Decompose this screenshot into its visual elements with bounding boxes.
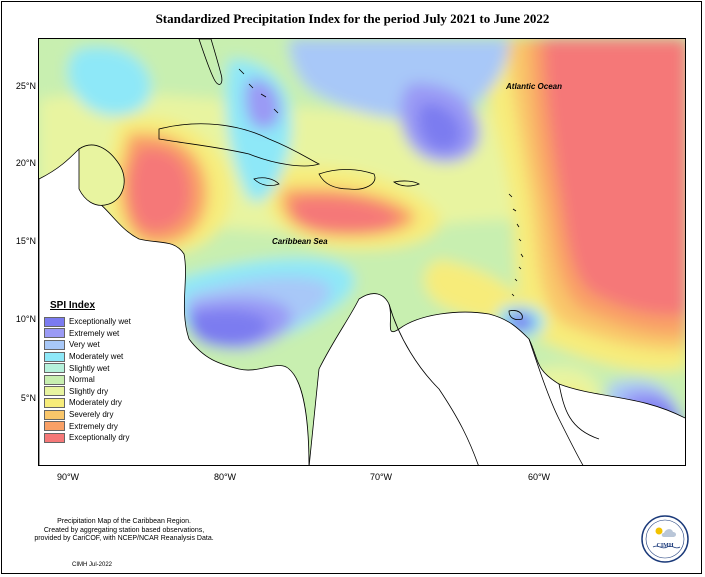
legend-label: Moderately dry bbox=[69, 398, 122, 408]
map-footer-note: Precipitation Map of the Caribbean Regio… bbox=[4, 518, 244, 544]
legend-item: Extremely wet bbox=[44, 328, 164, 340]
legend-item: Slightly dry bbox=[44, 386, 164, 398]
legend-label: Severely dry bbox=[69, 410, 114, 420]
atlantic-ocean-label: Atlantic Ocean bbox=[506, 82, 563, 91]
logo-text: CIMH bbox=[656, 543, 674, 549]
lat-label-5n: 5°N bbox=[20, 393, 36, 403]
map-canvas bbox=[39, 39, 685, 465]
legend-item: Normal bbox=[44, 374, 164, 386]
lat-label-10n: 10°N bbox=[15, 314, 36, 324]
legend-swatch bbox=[44, 351, 65, 362]
legend-swatch bbox=[44, 432, 65, 443]
legend-items: Exceptionally wet Extremely wet Very wet Mo… bbox=[44, 316, 164, 444]
lat-label-15n: 15°N bbox=[15, 236, 36, 246]
lon-label-80w: 80°W bbox=[213, 472, 237, 482]
lon-label-70w: 70°W bbox=[369, 472, 393, 482]
legend-label: Slightly wet bbox=[69, 363, 110, 373]
legend-item: Extremely dry bbox=[44, 420, 164, 432]
footer-line-1: Precipitation Map of the Caribbean Regio… bbox=[57, 518, 191, 525]
legend-item: Exceptionally dry bbox=[44, 432, 164, 444]
legend-label: Normal bbox=[69, 375, 95, 385]
spi-legend: SPI Index Exceptionally wet Extremely wet… bbox=[44, 300, 164, 444]
legend-item: Slightly wet bbox=[44, 362, 164, 374]
legend-item: Moderately dry bbox=[44, 397, 164, 409]
legend-label: Very wet bbox=[69, 340, 100, 350]
lon-label-60w: 60°W bbox=[527, 472, 551, 482]
footer-line-3: provided by CariCOF, with NCEP/NCAR Rean… bbox=[34, 535, 214, 542]
lat-label-20n: 20°N bbox=[15, 158, 36, 168]
cimh-logo bbox=[641, 515, 689, 563]
map-title: Standardized Precipitation Index for the… bbox=[155, 11, 550, 26]
legend-title: SPI Index bbox=[50, 300, 96, 311]
legend-label: Extremely wet bbox=[69, 328, 120, 338]
coastlines bbox=[39, 39, 685, 465]
legend-item: Severely dry bbox=[44, 409, 164, 421]
legend-swatch bbox=[44, 409, 65, 420]
legend-swatch bbox=[44, 397, 65, 408]
legend-label: Exceptionally wet bbox=[69, 317, 131, 327]
footer-line-2: Created by aggregating station based obs… bbox=[43, 526, 205, 534]
legend-label: Extremely dry bbox=[69, 421, 118, 431]
legend-label: Exceptionally dry bbox=[69, 433, 130, 443]
lon-label-90w: 90°W bbox=[56, 472, 80, 482]
legend-label: Moderately wet bbox=[69, 352, 124, 362]
legend-label: Slightly dry bbox=[69, 386, 109, 396]
legend-item: Very wet bbox=[44, 339, 164, 351]
legend-item: Exceptionally wet bbox=[44, 316, 164, 328]
legend-swatch bbox=[44, 316, 65, 327]
lat-label-25n: 25°N bbox=[15, 81, 36, 91]
caribbean-sea-label: Caribbean Sea bbox=[272, 237, 328, 246]
legend-swatch bbox=[44, 363, 65, 374]
legend-item: Moderately wet bbox=[44, 351, 164, 363]
legend-swatch bbox=[44, 374, 65, 385]
legend-swatch bbox=[44, 421, 65, 432]
legend-swatch bbox=[44, 328, 65, 339]
legend-swatch bbox=[44, 339, 65, 350]
footer-date: CIMH Jul-2022 bbox=[72, 562, 113, 568]
legend-swatch bbox=[44, 386, 65, 397]
spi-map bbox=[38, 38, 686, 466]
